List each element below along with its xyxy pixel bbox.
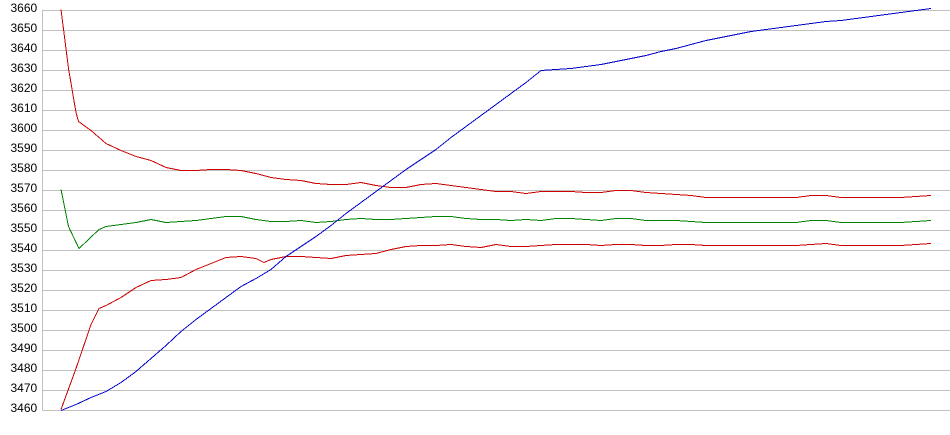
- svg-text:3590: 3590: [10, 141, 37, 155]
- svg-text:3470: 3470: [10, 381, 37, 395]
- svg-text:3630: 3630: [10, 61, 37, 75]
- svg-text:3550: 3550: [10, 221, 37, 235]
- svg-text:3580: 3580: [10, 161, 37, 175]
- svg-text:3610: 3610: [10, 101, 37, 115]
- svg-text:3660: 3660: [10, 1, 37, 15]
- svg-text:3510: 3510: [10, 301, 37, 315]
- svg-text:3570: 3570: [10, 181, 37, 195]
- svg-text:3650: 3650: [10, 21, 37, 35]
- svg-text:3480: 3480: [10, 361, 37, 375]
- svg-text:3600: 3600: [10, 121, 37, 135]
- svg-text:3460: 3460: [10, 401, 37, 415]
- svg-text:3540: 3540: [10, 241, 37, 255]
- svg-text:3640: 3640: [10, 41, 37, 55]
- svg-text:3500: 3500: [10, 321, 37, 335]
- svg-text:3560: 3560: [10, 201, 37, 215]
- svg-text:3490: 3490: [10, 341, 37, 355]
- svg-text:3620: 3620: [10, 81, 37, 95]
- svg-text:3520: 3520: [10, 281, 37, 295]
- svg-text:3530: 3530: [10, 261, 37, 275]
